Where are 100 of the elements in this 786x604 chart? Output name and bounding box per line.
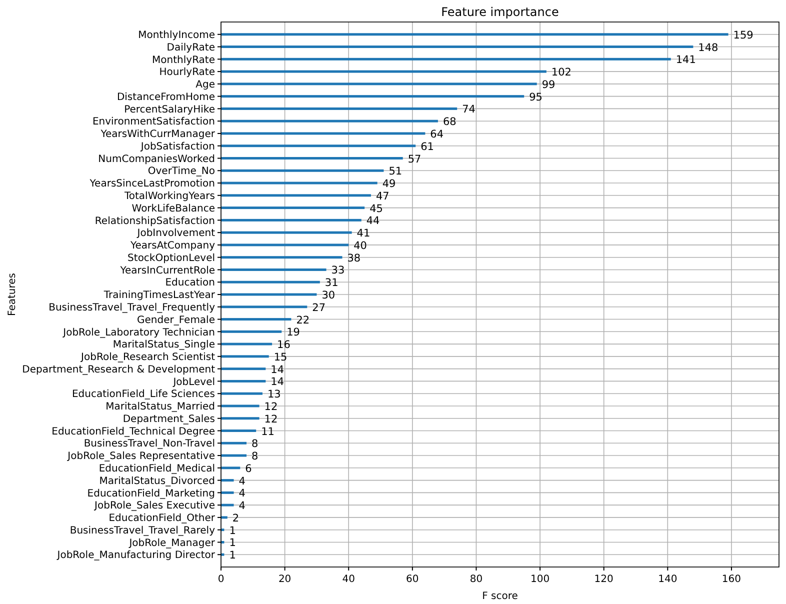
data-label: 148 [698, 42, 718, 54]
y-tick-label: Department_Research & Development [22, 364, 216, 376]
data-label: 4 [238, 488, 246, 500]
bar [221, 120, 438, 122]
bar [221, 169, 384, 172]
y-tick-label: JobLevel [172, 376, 215, 388]
bar [221, 504, 234, 506]
y-tick-label: JobRole_Manufacturing Director [56, 550, 216, 562]
bar [221, 182, 378, 184]
y-tick-label: MonthlyRate [152, 54, 215, 66]
bar [221, 95, 524, 98]
y-tick-label: JobRole_Sales Executive [94, 500, 215, 512]
y-tick-label: DistanceFromHome [116, 92, 215, 103]
x-tick-label: 20 [278, 574, 292, 585]
y-tick-label: RelationshipSatisfaction [94, 216, 215, 227]
bar [221, 306, 308, 308]
x-tick-label: 0 [218, 574, 224, 585]
y-tick-label: HourlyRate [159, 67, 215, 78]
x-tick-label: 160 [722, 574, 742, 585]
data-label: 2 [232, 512, 240, 524]
data-label: 49 [382, 178, 396, 190]
bar [221, 218, 362, 222]
data-label: 30 [322, 290, 336, 302]
bar [221, 355, 269, 358]
x-tick-label: 80 [470, 574, 483, 585]
data-label: 1 [229, 524, 236, 537]
y-tick-label: YearsInCurrentRole [119, 265, 215, 276]
data-label: 14 [270, 376, 284, 388]
x-tick-label: 40 [342, 574, 355, 585]
y-tick-label: MaritalStatus_Single [112, 340, 215, 351]
data-label: 22 [296, 314, 310, 326]
bar [221, 417, 260, 420]
y-tick-label: NumCompaniesWorked [98, 154, 215, 165]
data-label: 1 [229, 550, 236, 562]
data-label: 159 [733, 29, 754, 42]
bar [221, 58, 671, 60]
bar [221, 430, 256, 432]
data-label: 141 [676, 54, 696, 66]
data-label: 68 [442, 116, 456, 128]
bar [221, 268, 326, 271]
data-label: 4 [238, 475, 246, 488]
bar [221, 466, 240, 470]
y-tick-label: EducationField_Technical Degree [52, 426, 215, 438]
data-label: 6 [245, 462, 252, 475]
y-tick-label: BusinessTravel_Travel_Frequently [48, 302, 216, 314]
bar [221, 442, 247, 444]
y-tick-label: EducationField_Medical [98, 464, 215, 475]
data-label: 11 [261, 426, 274, 438]
y-tick-label: Department_Sales [122, 414, 215, 425]
data-label: 8 [252, 438, 258, 450]
data-label: 33 [331, 264, 345, 277]
y-axis-title: Features [7, 273, 18, 316]
y-tick-label: OverTime_No [148, 166, 215, 178]
y-tick-label: Gender_Female [136, 314, 215, 326]
bar [221, 392, 262, 395]
data-label: 4 [238, 500, 246, 512]
bar [221, 404, 260, 408]
y-tick-label: TotalWorkingYears [123, 191, 215, 202]
bar [221, 144, 416, 148]
data-label: 12 [264, 413, 278, 426]
y-tick-label: PercentSalaryHike [124, 104, 215, 116]
bar [221, 231, 352, 234]
data-label: 45 [370, 202, 383, 215]
bar [221, 491, 234, 494]
bar [221, 244, 349, 246]
x-tick-label: 100 [530, 574, 550, 585]
y-tick-label: YearsWithCurrManager [100, 129, 216, 140]
bar [221, 46, 694, 48]
bar [221, 330, 282, 333]
bar [221, 70, 546, 73]
data-label: 95 [529, 91, 542, 104]
bar [221, 454, 247, 457]
bar [221, 516, 228, 519]
data-label: 31 [324, 277, 338, 290]
y-tick-label: JobRole_Sales Representative [66, 451, 215, 462]
bar [221, 82, 537, 86]
bar [221, 368, 266, 370]
y-tick-label: JobRole_Laboratory Technician [62, 327, 215, 338]
data-label: 47 [376, 190, 390, 202]
bar [221, 256, 342, 259]
y-tick-label: BusinessTravel_Non-Travel [84, 438, 215, 450]
data-label: 61 [420, 140, 434, 153]
y-tick-label: JobSatisfaction [140, 141, 215, 152]
data-label: 51 [388, 166, 402, 178]
y-tick-label: MaritalStatus_Married [106, 402, 215, 413]
chart-title: Feature importance [441, 5, 559, 19]
x-axis-title: F score [482, 591, 518, 602]
y-tick-label: EducationField_Other [108, 513, 216, 524]
y-tick-label: StockOptionLevel [128, 252, 215, 264]
y-tick-label: Education [165, 278, 215, 289]
bar [221, 479, 234, 482]
bar [221, 318, 292, 321]
data-label: 38 [347, 252, 361, 264]
y-tick-label: YearsAtCompany [129, 240, 216, 252]
y-tick-label: EnvironmentSatisfaction [92, 116, 215, 128]
data-label: 14 [270, 364, 284, 376]
data-label: 8 [252, 450, 258, 463]
data-label: 99 [542, 78, 556, 91]
bar [221, 380, 266, 382]
y-tick-label: YearsSinceLastPromotion [88, 178, 215, 190]
